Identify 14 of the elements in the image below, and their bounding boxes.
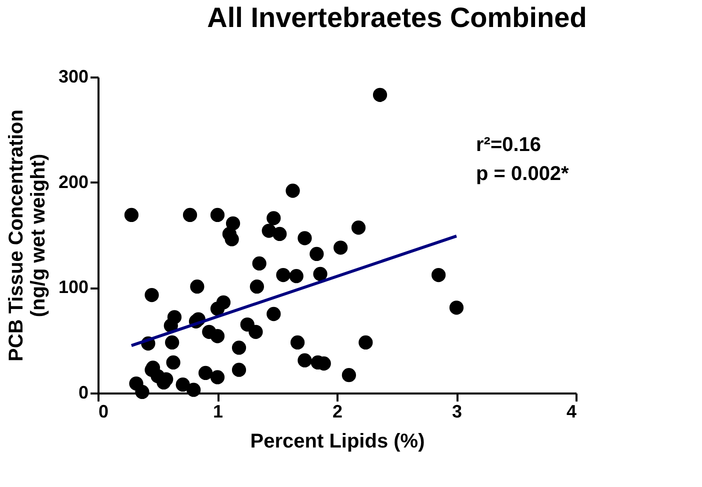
x-tick-label: 2	[332, 402, 343, 422]
x-tick-label: 0	[98, 402, 109, 422]
chart-title: All Invertebraetes Combined	[207, 2, 587, 33]
y-tick-label: 100	[58, 277, 88, 298]
annotation: r²=0.16	[476, 134, 542, 156]
x-axis-title: Percent Lipids (%)	[250, 430, 425, 452]
y-tick-label: 200	[58, 172, 88, 192]
x-tick-label: 4	[566, 402, 576, 422]
y-tick-label: 0	[78, 382, 88, 402]
annotation: p = 0.002*	[476, 163, 570, 185]
y-axis-title: PCB Tissue Concentration (ng/g wet weight)	[5, 110, 50, 362]
x-tick-label: 1	[212, 402, 224, 422]
y-tick-label: 300	[58, 66, 88, 86]
x-tick-label: 3	[452, 402, 462, 422]
